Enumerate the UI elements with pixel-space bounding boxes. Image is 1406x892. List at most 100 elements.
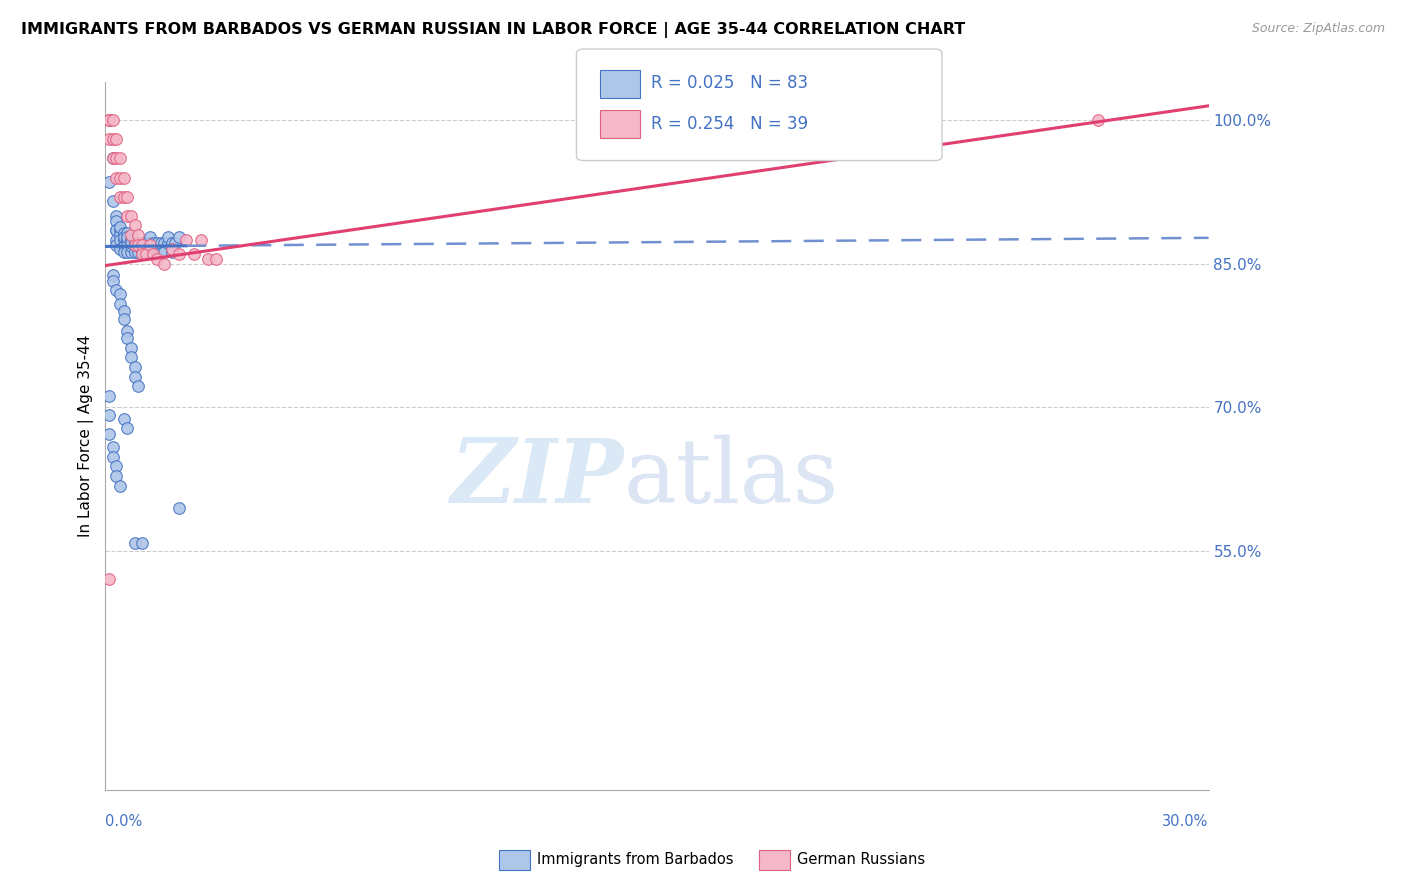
Point: [127, 235, 149, 250]
Point: [117, 331, 139, 345]
Point: [108, 152, 131, 166]
Point: [101, 113, 124, 128]
Point: [112, 170, 135, 185]
Point: [117, 226, 139, 240]
Point: [108, 233, 131, 247]
Point: [138, 237, 160, 252]
Point: [108, 223, 131, 237]
Point: [101, 132, 124, 146]
Point: [112, 411, 135, 425]
Point: [112, 230, 135, 244]
Point: [105, 237, 128, 252]
Point: [127, 245, 149, 260]
Point: [146, 252, 169, 266]
Point: [142, 247, 165, 261]
Point: [112, 304, 135, 318]
Point: [117, 189, 139, 203]
Text: R = 0.025   N = 83: R = 0.025 N = 83: [651, 74, 808, 92]
Point: [204, 252, 226, 266]
Point: [146, 235, 169, 250]
Point: [108, 227, 131, 242]
Point: [112, 226, 135, 240]
Point: [108, 220, 131, 235]
Point: [174, 233, 197, 247]
Text: ZIP: ZIP: [450, 435, 624, 522]
Point: [149, 245, 172, 260]
Point: [105, 223, 128, 237]
Point: [105, 170, 128, 185]
Text: Immigrants from Barbados: Immigrants from Barbados: [537, 853, 734, 867]
Point: [142, 235, 165, 250]
Point: [131, 536, 153, 550]
Text: 0.0%: 0.0%: [105, 814, 142, 829]
Point: [160, 235, 183, 250]
Point: [98, 572, 121, 586]
Point: [124, 237, 146, 252]
Point: [149, 235, 172, 250]
Point: [117, 245, 139, 260]
Point: [105, 209, 128, 223]
Point: [183, 247, 205, 261]
Text: IMMIGRANTS FROM BARBADOS VS GERMAN RUSSIAN IN LABOR FORCE | AGE 35-44 CORRELATIO: IMMIGRANTS FROM BARBADOS VS GERMAN RUSSI…: [21, 22, 966, 38]
Point: [131, 235, 153, 250]
Point: [120, 239, 142, 253]
Point: [117, 237, 139, 252]
Point: [98, 408, 121, 422]
Point: [124, 359, 146, 374]
Point: [98, 426, 121, 441]
Point: [156, 230, 179, 244]
Point: [101, 152, 124, 166]
Point: [98, 113, 121, 128]
Point: [117, 209, 139, 223]
Point: [131, 245, 153, 260]
Point: [135, 235, 157, 250]
Point: [105, 223, 128, 237]
Y-axis label: In Labor Force | Age 35-44: In Labor Force | Age 35-44: [79, 334, 94, 537]
Text: Source: ZipAtlas.com: Source: ZipAtlas.com: [1251, 22, 1385, 36]
Point: [105, 284, 128, 298]
Point: [98, 175, 121, 189]
Point: [112, 233, 135, 247]
Point: [98, 132, 121, 146]
Point: [98, 389, 121, 403]
Point: [124, 245, 146, 260]
Point: [105, 233, 128, 247]
Point: [127, 237, 149, 252]
Point: [112, 245, 135, 260]
Point: [112, 312, 135, 326]
Point: [117, 233, 139, 247]
Point: [138, 235, 160, 250]
Point: [101, 440, 124, 454]
Point: [138, 245, 160, 260]
Point: [131, 245, 153, 260]
Point: [108, 287, 131, 301]
Point: [135, 247, 157, 261]
Point: [153, 245, 176, 260]
Point: [98, 113, 121, 128]
Point: [127, 379, 149, 393]
Point: [127, 237, 149, 252]
Point: [167, 230, 190, 244]
Point: [120, 209, 142, 223]
Point: [124, 369, 146, 384]
Point: [156, 235, 179, 250]
Point: [98, 113, 121, 128]
Point: [117, 230, 139, 244]
Point: [120, 235, 142, 250]
Point: [101, 450, 124, 464]
Point: [153, 235, 176, 250]
Point: [108, 170, 131, 185]
Point: [120, 351, 142, 365]
Point: [124, 536, 146, 550]
Point: [124, 235, 146, 250]
Point: [105, 213, 128, 227]
Point: [108, 478, 131, 492]
Point: [120, 341, 142, 355]
Point: [124, 219, 146, 233]
Point: [131, 235, 153, 250]
Point: [120, 227, 142, 242]
Point: [1087, 113, 1109, 128]
Point: [167, 247, 190, 261]
Point: [108, 189, 131, 203]
Point: [112, 189, 135, 203]
